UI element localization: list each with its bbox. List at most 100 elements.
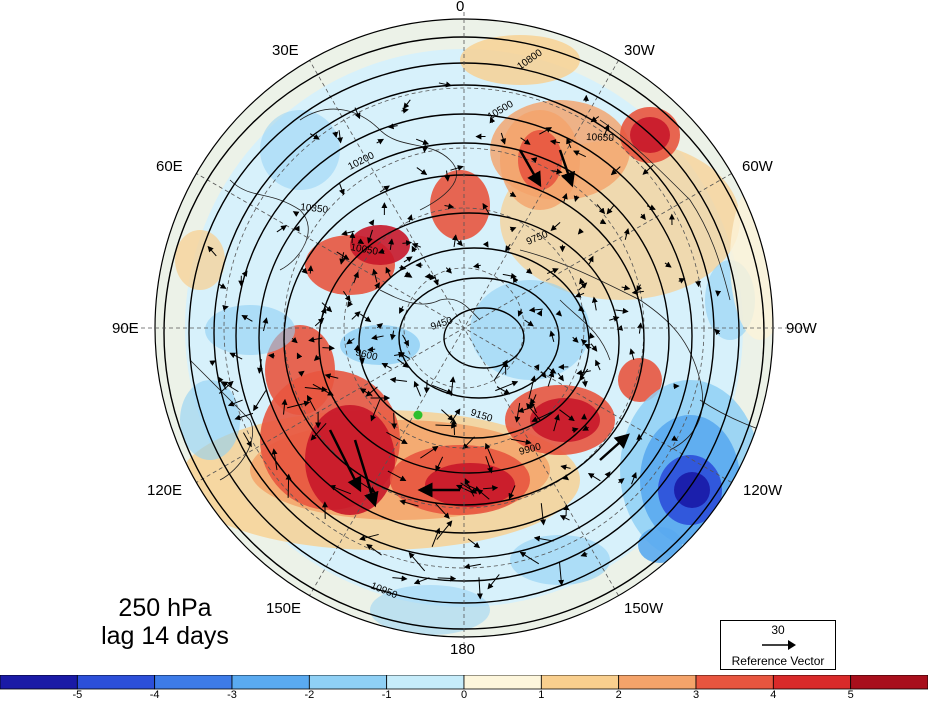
flux-vector — [539, 127, 553, 135]
flux-vector — [577, 305, 585, 312]
flux-vector — [540, 371, 547, 379]
flux-vector — [606, 204, 615, 215]
flux-vector — [571, 427, 579, 434]
flux-vector — [405, 271, 413, 278]
flux-vector — [374, 282, 380, 290]
flux-vector — [328, 429, 362, 493]
colorbar-box — [463, 675, 542, 690]
flux-vector — [366, 543, 382, 556]
flux-vector — [642, 164, 654, 175]
flux-vector — [387, 123, 398, 130]
flux-vector — [533, 535, 554, 542]
flux-vector — [399, 264, 407, 271]
flux-vector — [631, 289, 644, 296]
flux-vector — [286, 400, 311, 409]
flux-vector — [332, 131, 339, 139]
flux-vector — [420, 445, 439, 459]
flux-vector — [549, 139, 561, 145]
flux-vector — [253, 390, 267, 412]
flux-vector — [695, 280, 701, 288]
flux-vector — [359, 388, 373, 397]
flux-vector — [553, 414, 560, 432]
flux-vector — [281, 398, 288, 415]
flux-vector — [444, 170, 451, 182]
flux-vector — [291, 337, 298, 344]
flux-vector — [519, 551, 540, 565]
flux-vector — [229, 352, 243, 360]
lon-label-0: 0 — [456, 0, 465, 15]
flux-vector — [222, 304, 229, 311]
colorbar-tick-label: 0 — [460, 689, 468, 701]
flux-vector — [582, 425, 589, 431]
flux-vector — [243, 432, 252, 448]
lon-label-90w: 90W — [786, 320, 817, 337]
flux-vector — [367, 229, 373, 244]
panel-title: 250 hPa lag 14 days — [100, 594, 230, 650]
flux-vector — [483, 485, 499, 492]
flux-vector — [292, 211, 300, 217]
colorbar-box — [850, 675, 928, 690]
flux-vector — [306, 394, 316, 411]
flux-vector — [347, 300, 354, 308]
flux-vector — [502, 272, 517, 279]
flux-vector — [573, 150, 587, 158]
flux-vector — [536, 309, 543, 317]
colorbar-box — [0, 675, 78, 690]
flux-vector — [573, 195, 580, 202]
lon-label-30w: 30W — [624, 42, 655, 59]
flux-vector — [639, 213, 646, 221]
flux-vector — [346, 338, 355, 345]
flux-vector — [462, 436, 475, 450]
flux-vector — [301, 267, 308, 275]
flux-vector — [422, 144, 428, 153]
flux-vector — [464, 478, 475, 497]
flux-vector — [337, 130, 343, 144]
flux-vector — [399, 305, 405, 314]
colorbar — [0, 675, 928, 690]
flux-vector — [376, 323, 384, 330]
colorbar-tick-label: -3 — [227, 689, 237, 701]
flux-vector — [551, 168, 563, 175]
flux-vector — [572, 336, 579, 343]
flux-vector — [580, 551, 588, 557]
flux-vector — [371, 334, 384, 341]
colorbar-tick-label: 4 — [770, 689, 777, 701]
flux-vector — [540, 503, 547, 526]
flux-vector — [423, 379, 430, 394]
flux-vector — [413, 380, 422, 397]
flux-vector — [397, 358, 409, 368]
flux-vector — [580, 338, 588, 346]
lag-label: lag 14 days — [101, 622, 229, 650]
lon-label-150e: 150E — [266, 600, 302, 617]
colorbar-tick-label: 3 — [692, 689, 700, 701]
flux-vector — [310, 422, 327, 441]
flux-vector — [435, 422, 458, 429]
flux-vector — [304, 386, 328, 393]
colorbar-tick-label: 5 — [847, 689, 854, 701]
flux-vector — [217, 376, 227, 390]
flux-vector — [484, 442, 495, 464]
flux-vector — [365, 386, 378, 397]
flux-vector — [391, 412, 398, 430]
flux-vector — [218, 380, 234, 394]
flux-vector — [386, 431, 408, 445]
flux-vector — [268, 352, 275, 359]
flux-vector — [413, 577, 430, 585]
flux-vector — [298, 370, 305, 377]
flux-vector — [381, 362, 392, 369]
flux-vector — [599, 433, 630, 461]
flux-vector — [517, 309, 524, 317]
lon-label-120w: 120W — [743, 482, 783, 499]
flux-vector — [329, 484, 352, 495]
lon-label-120e: 120E — [147, 482, 183, 499]
flux-vector — [631, 472, 637, 485]
colorbar-box — [386, 675, 465, 690]
flux-vector — [587, 473, 601, 482]
flux-vector — [509, 226, 517, 233]
flux-vector — [324, 373, 339, 380]
flux-vector — [646, 204, 656, 211]
flux-vector — [615, 307, 629, 314]
flux-vector — [482, 241, 489, 248]
flux-vector — [351, 311, 361, 320]
